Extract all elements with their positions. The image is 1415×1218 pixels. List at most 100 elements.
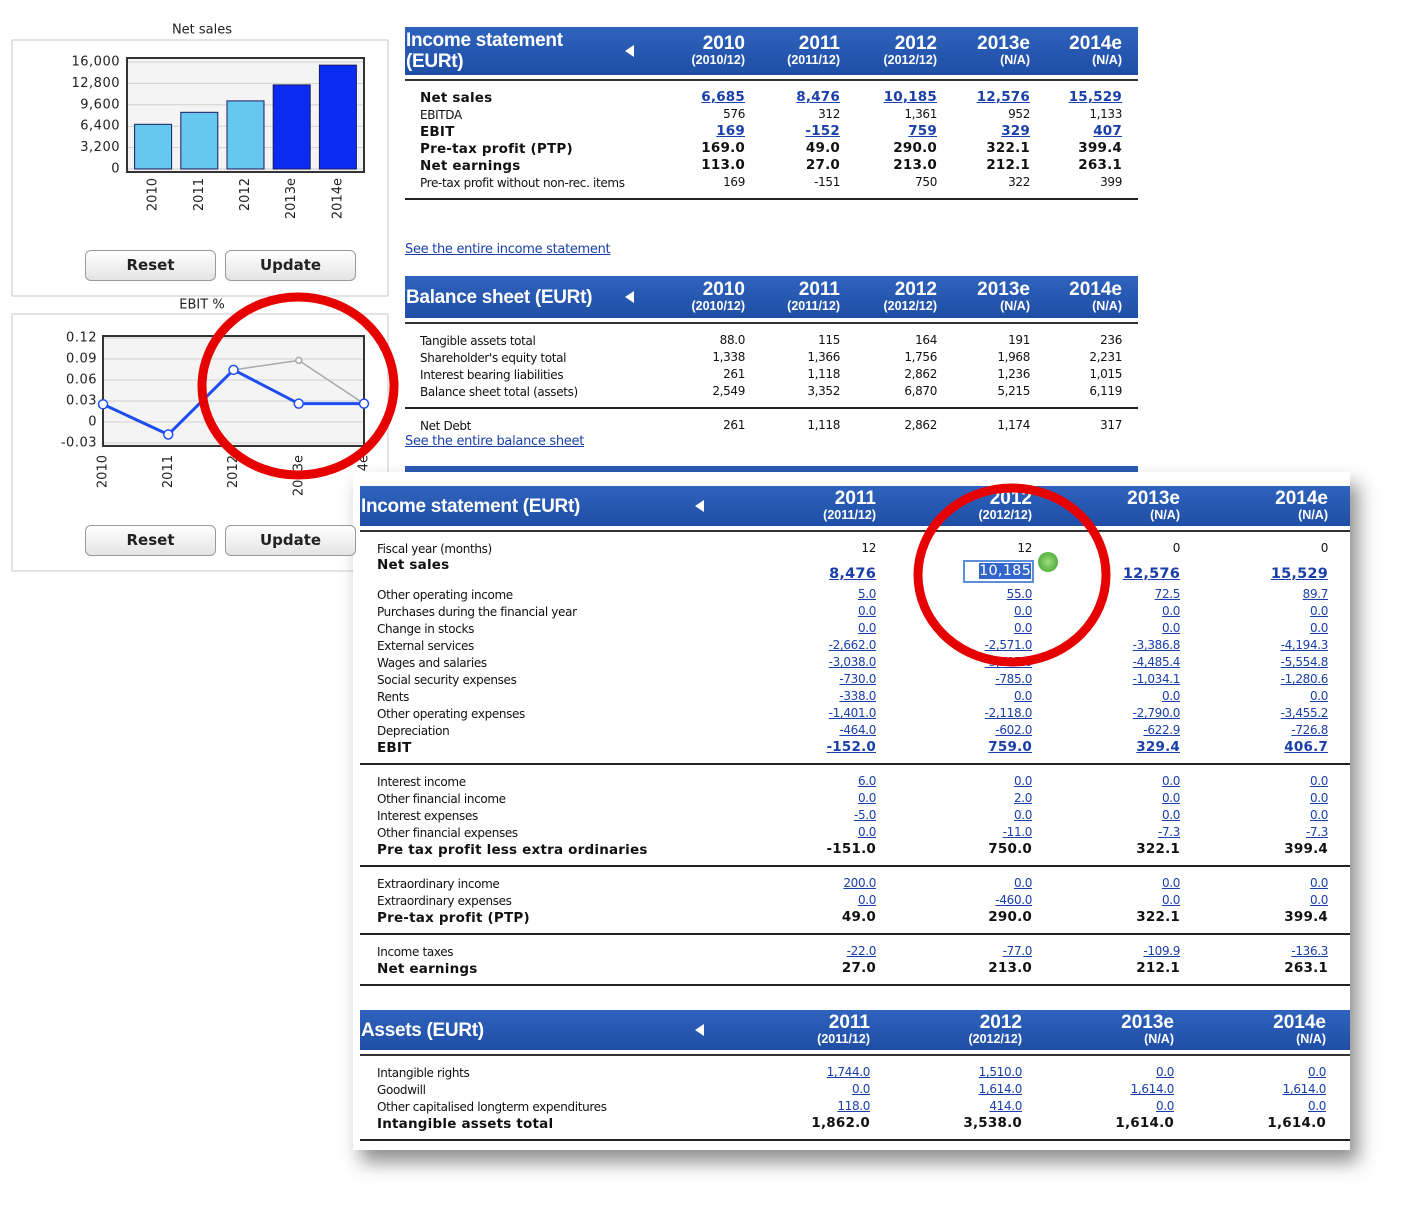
cell-value[interactable]: 10,185: [883, 89, 937, 105]
prev-arrow[interactable]: [625, 291, 634, 303]
cell-value[interactable]: 6,685: [701, 89, 745, 105]
cell-value[interactable]: -622.9: [1143, 723, 1180, 737]
edit-box[interactable]: 10,185: [963, 560, 1034, 583]
cell-value[interactable]: 10,185: [876, 552, 1058, 586]
cell-value[interactable]: -338.0: [839, 689, 876, 703]
cell-value[interactable]: 0.0: [851, 1082, 870, 1096]
cell-value[interactable]: 1,614.0: [1130, 1082, 1175, 1096]
cell-value[interactable]: 0.0: [1013, 876, 1032, 890]
cell-value[interactable]: 0.0: [1013, 689, 1032, 703]
cell-value[interactable]: -1,401.0: [828, 706, 877, 720]
cell-value[interactable]: 72.5: [1154, 587, 1181, 601]
cell-value[interactable]: -152.0: [826, 739, 876, 755]
cell-value[interactable]: 118.0: [837, 1099, 870, 1113]
cell-value[interactable]: 0.0: [857, 604, 876, 618]
cell-value[interactable]: -3,386.8: [1132, 638, 1181, 652]
cell-value[interactable]: -4,485.4: [1132, 655, 1181, 669]
cell-value[interactable]: 407: [1093, 123, 1122, 139]
cell-value[interactable]: -1,034.1: [1132, 672, 1181, 686]
cell-value[interactable]: 0.0: [1309, 689, 1328, 703]
cell-value[interactable]: -1,280.6: [1280, 672, 1329, 686]
next-arrow[interactable]: [1140, 295, 1148, 307]
cell-value[interactable]: 329.4: [1136, 739, 1180, 755]
cell-value[interactable]: -22.0: [846, 944, 877, 958]
cell-value[interactable]: 0.0: [1309, 893, 1328, 907]
cell-value[interactable]: 0.0: [857, 621, 876, 635]
cell-value[interactable]: 1,614.0: [978, 1082, 1023, 1096]
prev-arrow[interactable]: [625, 45, 634, 57]
cell-value[interactable]: 0.0: [1309, 876, 1328, 890]
cell-value[interactable]: -2,662.0: [828, 638, 877, 652]
cell-value[interactable]: 2.0: [1013, 791, 1032, 805]
button[interactable]: Reset: [85, 250, 216, 281]
cell-value[interactable]: -785.0: [995, 672, 1032, 686]
table-link[interactable]: See the entire income statement: [405, 242, 611, 257]
cell-value[interactable]: 414.0: [989, 1099, 1022, 1113]
cell-value[interactable]: 0.0: [857, 825, 876, 839]
cell-value[interactable]: -730.0: [839, 672, 876, 686]
cell-value[interactable]: -2,571.0: [984, 638, 1033, 652]
next-arrow[interactable]: [1140, 49, 1148, 61]
cell-value[interactable]: 0.0: [1307, 1099, 1326, 1113]
cell-value[interactable]: 0.0: [1161, 791, 1180, 805]
cell-value[interactable]: 0.0: [1161, 689, 1180, 703]
cell-value[interactable]: 1,744.0: [826, 1065, 871, 1079]
cell-value[interactable]: 0.0: [1309, 774, 1328, 788]
cell-value[interactable]: -2,118.0: [984, 706, 1033, 720]
cell-value[interactable]: -464.0: [839, 723, 876, 737]
cell-value[interactable]: -3,455.2: [1280, 706, 1329, 720]
cell-value[interactable]: -602.0: [995, 723, 1032, 737]
cell-value[interactable]: 0.0: [1161, 893, 1180, 907]
cell-value[interactable]: 5.0: [857, 587, 876, 601]
cell-value[interactable]: 0.0: [857, 791, 876, 805]
cell-value[interactable]: 1,510.0: [978, 1065, 1023, 1079]
cell-value[interactable]: 15,529: [1068, 89, 1122, 105]
cell-value[interactable]: 0.0: [1013, 774, 1032, 788]
cell-value[interactable]: 0.0: [1161, 876, 1180, 890]
cell-value[interactable]: 406.7: [1284, 739, 1328, 755]
cell-value[interactable]: -3,405.0: [984, 655, 1033, 669]
cell-value[interactable]: 0.0: [857, 893, 876, 907]
cell-value[interactable]: -460.0: [995, 893, 1032, 907]
cell-value[interactable]: 0.0: [1309, 604, 1328, 618]
cell-value[interactable]: 0.0: [1161, 774, 1180, 788]
cell-value[interactable]: 89.7: [1302, 587, 1329, 601]
cell-value[interactable]: 6.0: [857, 774, 876, 788]
cell-value[interactable]: 0.0: [1013, 808, 1032, 822]
cell-value[interactable]: -726.8: [1291, 723, 1328, 737]
cell-value[interactable]: -152: [805, 123, 840, 139]
cell-value[interactable]: 759.0: [988, 739, 1032, 755]
cell-value[interactable]: 0.0: [1161, 808, 1180, 822]
button[interactable]: Update: [225, 250, 356, 281]
cell-value[interactable]: 15,529: [1270, 566, 1328, 582]
cell-value[interactable]: 8,476: [796, 89, 840, 105]
cell-value[interactable]: 0.0: [1013, 604, 1032, 618]
cell-value[interactable]: 12,576: [976, 89, 1030, 105]
prev-arrow[interactable]: [695, 500, 704, 512]
cell-value[interactable]: -7.3: [1157, 825, 1180, 839]
cell-value[interactable]: 0.0: [1161, 621, 1180, 635]
cell-value[interactable]: 55.0: [1006, 587, 1033, 601]
cell-value[interactable]: -109.9: [1143, 944, 1180, 958]
cell-value[interactable]: 0.0: [1161, 604, 1180, 618]
cell-value[interactable]: -136.3: [1291, 944, 1328, 958]
cell-value[interactable]: 8,476: [829, 566, 876, 582]
button[interactable]: Update: [225, 525, 356, 556]
cell-value[interactable]: -4,194.3: [1280, 638, 1329, 652]
cell-value[interactable]: 329: [1001, 123, 1030, 139]
cell-value[interactable]: 0.0: [1155, 1065, 1174, 1079]
cell-value[interactable]: -2,790.0: [1132, 706, 1181, 720]
cell-value[interactable]: 0.0: [1309, 621, 1328, 635]
cell-value[interactable]: 12,576: [1122, 566, 1180, 582]
cell-value[interactable]: 0.0: [1309, 791, 1328, 805]
cell-value[interactable]: -3,038.0: [828, 655, 877, 669]
cell-value[interactable]: 1,614.0: [1282, 1082, 1327, 1096]
prev-arrow[interactable]: [695, 1024, 704, 1036]
cell-value[interactable]: 759: [908, 123, 937, 139]
cell-value[interactable]: 0.0: [1013, 621, 1032, 635]
cell-value[interactable]: 0.0: [1155, 1099, 1174, 1113]
cell-value[interactable]: 0.0: [1307, 1065, 1326, 1079]
cell-value[interactable]: 200.0: [843, 876, 876, 890]
table-link[interactable]: See the entire balance sheet: [405, 434, 585, 449]
cell-value[interactable]: 0.0: [1309, 808, 1328, 822]
